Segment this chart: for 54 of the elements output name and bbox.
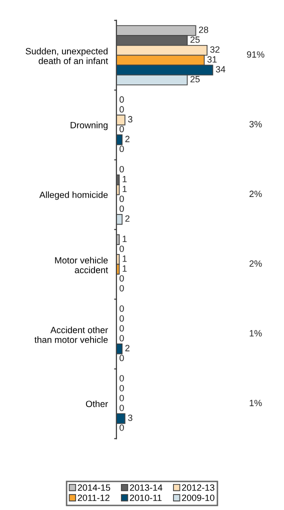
data-label: 0 [120,205,124,212]
data-label: 3 [128,414,132,421]
data-label: 0 [120,424,124,431]
text: 3% [249,120,262,128]
y-tick-label: Drowning [70,122,108,130]
data-label: 0 [120,196,124,202]
data-label: 0 [120,275,124,282]
data-label: 0 [120,315,124,322]
data-label: 25 [190,36,200,43]
data-label: 2 [125,344,130,352]
data-label: 0 [120,354,124,362]
y-tick-label: Alleged homicide [39,191,108,200]
data-label: 31 [207,56,217,63]
legend-label: 2009-10 [182,494,214,501]
data-label: 0 [120,325,124,332]
data-label: 0 [120,146,124,152]
data-label: 0 [120,246,124,252]
data-label: 2 [125,136,130,142]
text: 1% [250,330,262,336]
data-label: 1 [122,176,127,182]
data-label: 1 [122,186,127,192]
data-label: 32 [210,46,220,53]
data-label: 3 [128,116,132,122]
text: 91% [246,51,264,58]
data-label: 1 [122,236,127,242]
y-tick-label: Sudden, unexpected death of an infant [26,48,108,64]
data-label: 28 [198,26,208,33]
data-label: 2 [125,215,130,222]
legend-label: 2010-11 [130,494,162,501]
text: 2% [250,190,262,198]
data-label: 0 [120,96,124,103]
data-label: 25 [190,76,200,82]
data-label: 0 [120,384,124,392]
text: 2% [250,260,262,267]
data-label: 0 [120,394,124,402]
data-label: 0 [120,166,124,172]
data-label: 0 [120,126,124,132]
y-tick-label: Accident other than motor vehicle [34,326,108,343]
data-label: 34 [216,66,226,72]
data-label: 0 [120,285,124,292]
y-tick-label: Motor vehicle accident [55,256,108,274]
data-label: 1 [122,256,127,262]
y-tick-label: Other [86,400,108,408]
legend-label: 2014-15 [78,484,110,491]
data-label: 0 [120,404,124,412]
text: 1% [250,400,262,406]
legend-label: 2013-14 [130,484,162,491]
data-label: 0 [120,375,124,382]
data-label: 0 [120,106,124,113]
data-label: 0 [120,305,124,312]
data-label: 1 [122,265,127,272]
legend-label: 2011-12 [78,494,110,501]
legend-label: 2012-13 [182,484,214,491]
data-label: 0 [120,335,124,342]
